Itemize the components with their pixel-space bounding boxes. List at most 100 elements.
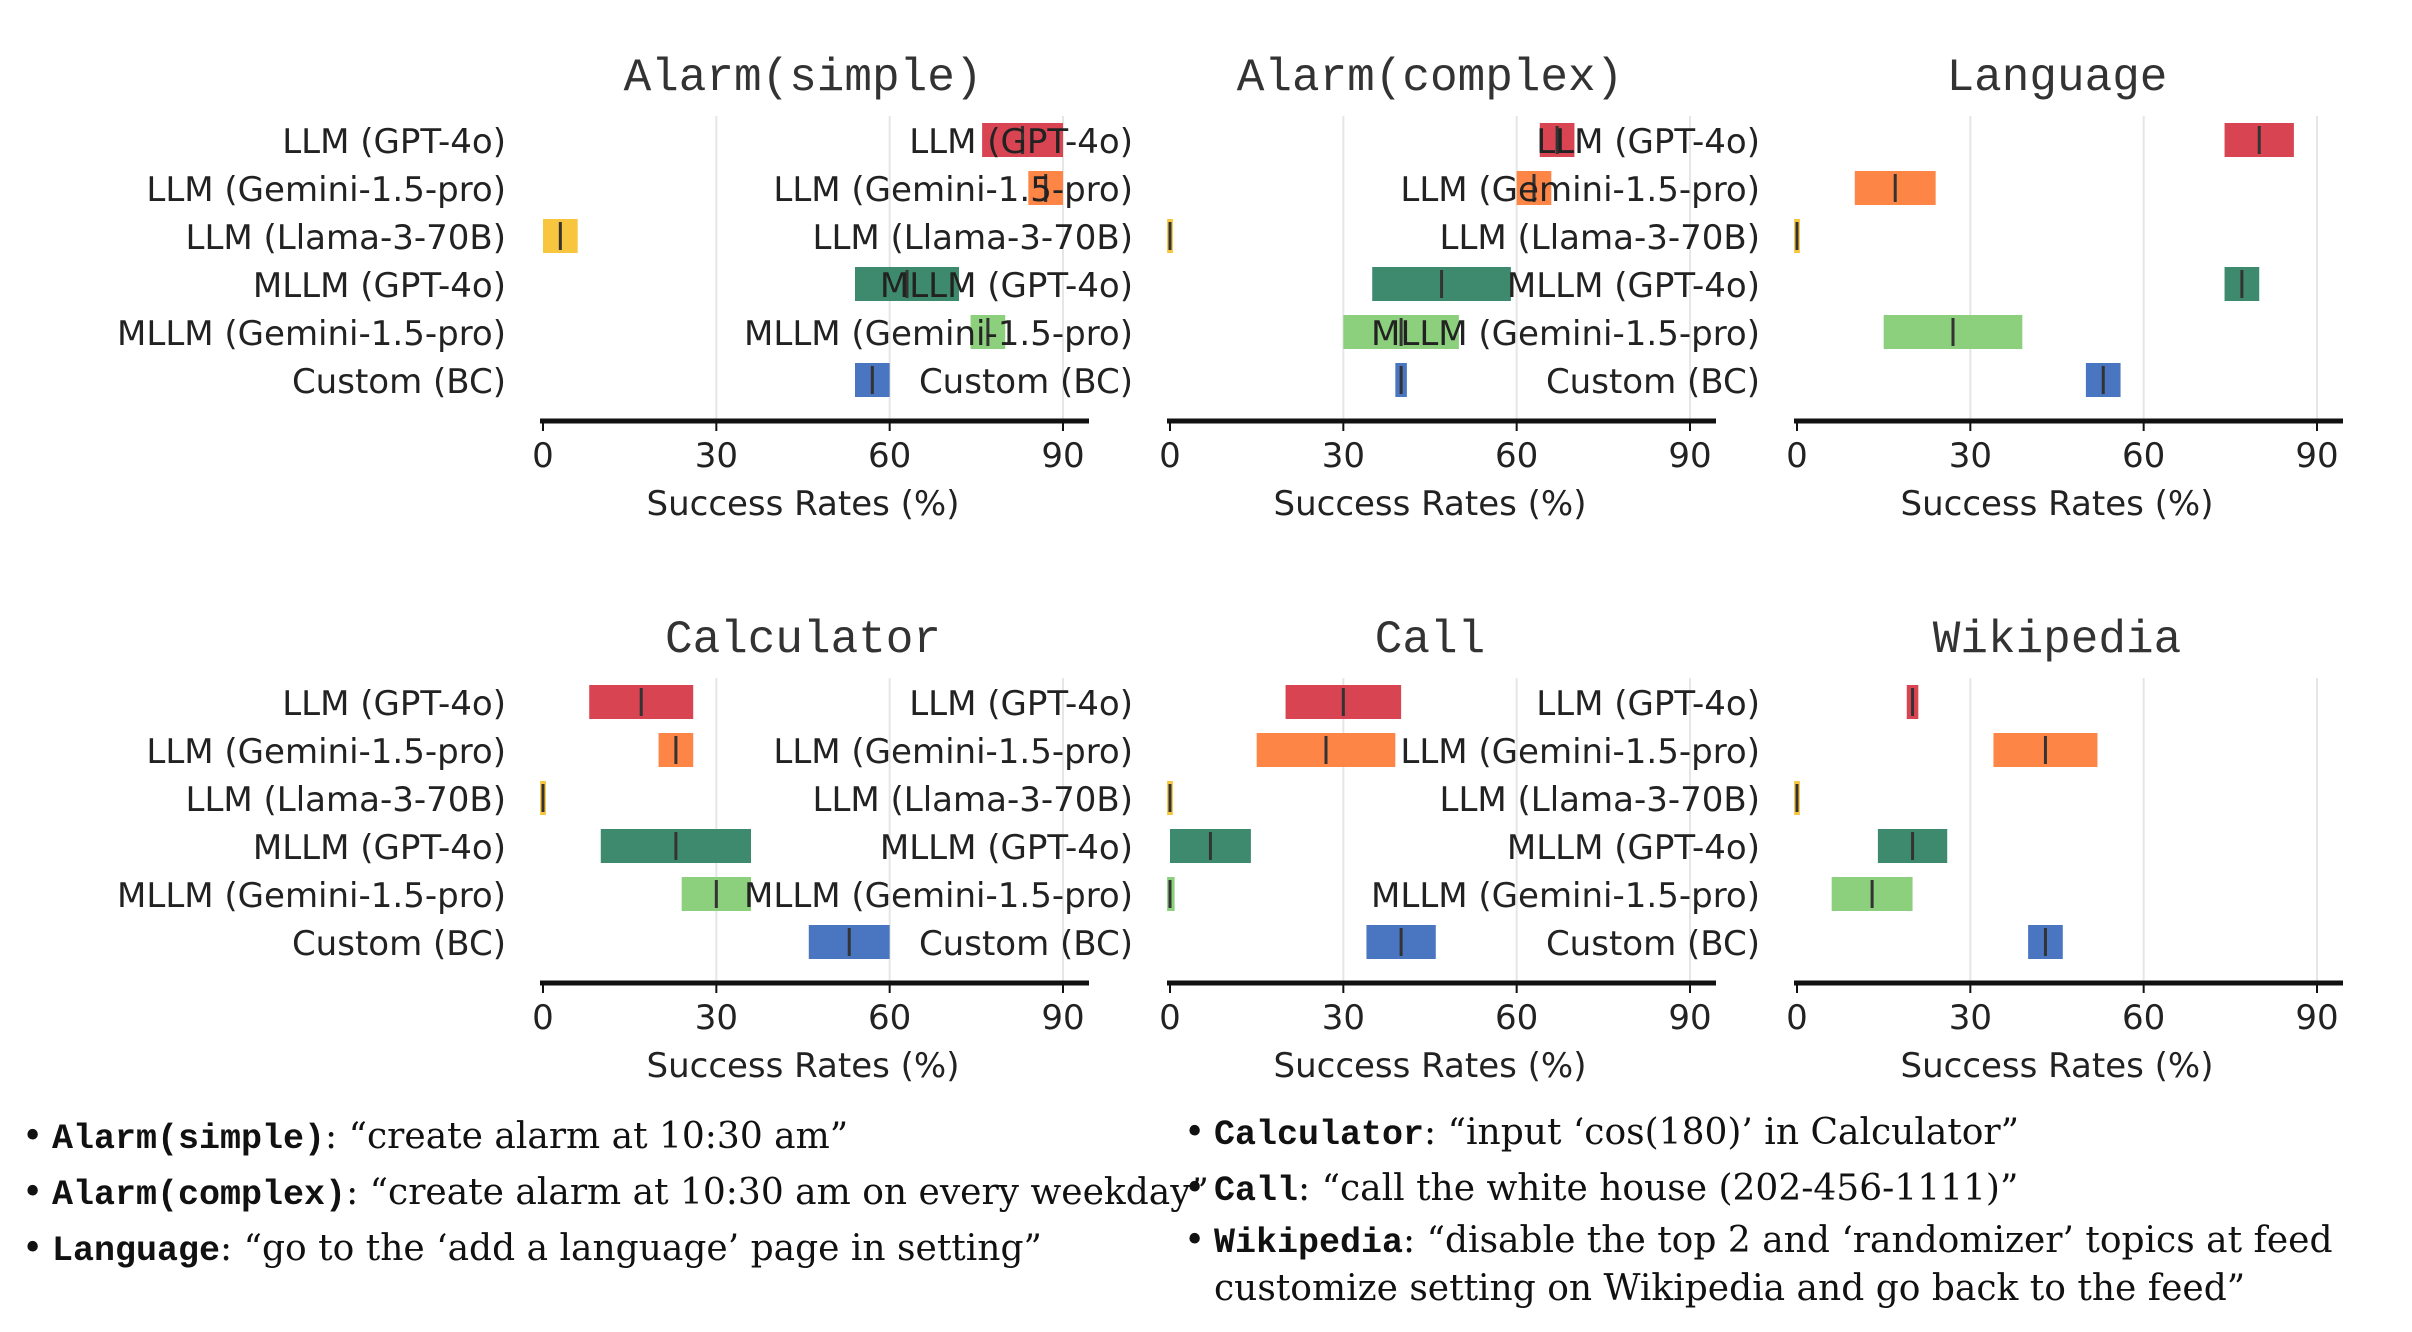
- category-label: MLLM (Gemini-1.5-pro): [744, 314, 1133, 354]
- category-label: LLM (Gemini-1.5-pro): [773, 732, 1133, 772]
- category-label: LLM (GPT-4o): [909, 122, 1133, 162]
- x-tick-label: 60: [2122, 998, 2165, 1038]
- category-label: MLLM (Gemini-1.5-pro): [117, 876, 506, 916]
- category-label: MLLM (Gemini-1.5-pro): [1371, 876, 1760, 916]
- x-tick-label: 90: [2295, 436, 2338, 476]
- task-text: : “create alarm at 10:30 am”: [325, 1116, 849, 1157]
- x-axis-label: Success Rates (%): [647, 1046, 960, 1086]
- category-label: LLM (Gemini-1.5-pro): [146, 732, 506, 772]
- task-text: : “create alarm at 10:30 am on every wee…: [346, 1172, 1209, 1213]
- x-tick-label: 90: [1668, 998, 1711, 1038]
- x-tick-label: 60: [868, 436, 911, 476]
- category-label: MLLM (GPT-4o): [1507, 266, 1760, 306]
- category-label: MLLM (Gemini-1.5-pro): [744, 876, 1133, 916]
- x-axis-label: Success Rates (%): [647, 484, 960, 524]
- x-axis-label: Success Rates (%): [1901, 1046, 2214, 1086]
- chart-panel: Calculator LLM (GPT-4o) LLM (Gemini-1.5-pr…: [117, 614, 1089, 1086]
- task-note: Calculator: “input ‘cos(180)’ in Calcula…: [1176, 1106, 2412, 1162]
- category-label: LLM (Gemini-1.5-pro): [146, 170, 506, 210]
- task-name: Alarm(complex): [52, 1175, 347, 1215]
- category-label: MLLM (GPT-4o): [880, 266, 1133, 306]
- task-note: Alarm(simple): “create alarm at 10:30 am…: [14, 1110, 1164, 1166]
- x-tick-label: 30: [695, 436, 738, 476]
- chart-panel: Alarm(simple) LLM (GPT-4o) LLM (Gemini-1.5…: [117, 52, 1089, 524]
- category-label: MLLM (Gemini-1.5-pro): [117, 314, 506, 354]
- category-label: Custom (BC): [1546, 924, 1760, 964]
- chart-title: Call: [1375, 614, 1485, 666]
- category-label: LLM (GPT-4o): [282, 684, 506, 724]
- task-text: : “disable the top 2 and ‘randomizer’ to…: [1214, 1220, 2333, 1309]
- x-tick-label: 30: [695, 998, 738, 1038]
- task-name: Language: [52, 1231, 221, 1271]
- chart-title: Alarm(complex): [1237, 52, 1623, 104]
- category-label: MLLM (GPT-4o): [1507, 828, 1760, 868]
- chart-title: Calculator: [665, 614, 941, 666]
- x-tick-label: 60: [1495, 436, 1538, 476]
- chart-title: Wikipedia: [1933, 614, 2181, 666]
- chart-title: Alarm(simple): [624, 52, 983, 104]
- x-tick-label: 0: [1159, 436, 1181, 476]
- category-label: LLM (Llama-3-70B): [186, 218, 507, 258]
- category-label: Custom (BC): [292, 924, 506, 964]
- category-label: MLLM (GPT-4o): [253, 266, 506, 306]
- category-label: LLM (Gemini-1.5-pro): [773, 170, 1133, 210]
- task-text: : “input ‘cos(180)’ in Calculator”: [1424, 1112, 2020, 1153]
- x-tick-label: 0: [1786, 436, 1808, 476]
- category-label: Custom (BC): [919, 924, 1133, 964]
- x-axis-label: Success Rates (%): [1274, 484, 1587, 524]
- category-label: MLLM (Gemini-1.5-pro): [1371, 314, 1760, 354]
- category-label: LLM (Llama-3-70B): [813, 780, 1134, 820]
- chart-panel: Call LLM (GPT-4o) LLM (Gemini-1.5-pro) LLM …: [744, 614, 1716, 1086]
- category-label: LLM (Llama-3-70B): [813, 218, 1134, 258]
- category-label: Custom (BC): [1546, 362, 1760, 402]
- chart-panel: Language LLM (GPT-4o) LLM (Gemini-1.5-pro)…: [1371, 52, 2343, 524]
- task-note: Language: “go to the ‘add a language’ pa…: [14, 1222, 1164, 1278]
- x-tick-label: 30: [1949, 998, 1992, 1038]
- category-label: LLM (Llama-3-70B): [1440, 218, 1761, 258]
- x-tick-label: 90: [1041, 436, 1084, 476]
- category-label: MLLM (GPT-4o): [880, 828, 1133, 868]
- category-label: LLM (Llama-3-70B): [1440, 780, 1761, 820]
- category-label: LLM (GPT-4o): [1536, 122, 1760, 162]
- x-axis-label: Success Rates (%): [1901, 484, 2214, 524]
- x-tick-label: 60: [868, 998, 911, 1038]
- category-label: LLM (Gemini-1.5-pro): [1400, 170, 1760, 210]
- category-label: LLM (GPT-4o): [282, 122, 506, 162]
- category-label: LLM (GPT-4o): [909, 684, 1133, 724]
- x-tick-label: 0: [532, 998, 554, 1038]
- task-name: Calculator: [1214, 1115, 1425, 1155]
- category-label: MLLM (GPT-4o): [253, 828, 506, 868]
- task-note: Alarm(complex): “create alarm at 10:30 a…: [14, 1166, 1209, 1222]
- task-name: Call: [1214, 1171, 1299, 1211]
- x-tick-label: 90: [1668, 436, 1711, 476]
- task-text: : “call the white house (202-456-1111)”: [1298, 1168, 2019, 1209]
- x-tick-label: 30: [1322, 436, 1365, 476]
- task-list-left: Alarm(simple): “create alarm at 10:30 am…: [14, 1110, 1209, 1278]
- task-name: Alarm(simple): [52, 1119, 326, 1159]
- x-axis-label: Success Rates (%): [1274, 1046, 1587, 1086]
- chart-panel: Wikipedia LLM (GPT-4o) LLM (Gemini-1.5-pro…: [1371, 614, 2343, 1086]
- success-rate-charts: Alarm(simple) LLM (GPT-4o) LLM (Gemini-1.5…: [117, 52, 2343, 1086]
- task-descriptions: Alarm(simple): “create alarm at 10:30 am…: [0, 1106, 2412, 1332]
- x-tick-label: 0: [532, 436, 554, 476]
- x-tick-label: 0: [1159, 998, 1181, 1038]
- chart-title: Language: [1947, 52, 2168, 104]
- x-tick-label: 30: [1949, 436, 1992, 476]
- task-list-right: Calculator: “input ‘cos(180)’ in Calcula…: [1176, 1106, 2412, 1312]
- x-tick-label: 90: [2295, 998, 2338, 1038]
- category-label: LLM (GPT-4o): [1536, 684, 1760, 724]
- task-note: Wikipedia: “disable the top 2 and ‘rando…: [1176, 1218, 2412, 1312]
- chart-panel: Alarm(complex) LLM (GPT-4o) LLM (Gemini-1.…: [744, 52, 1716, 524]
- x-tick-label: 0: [1786, 998, 1808, 1038]
- x-tick-label: 60: [2122, 436, 2165, 476]
- x-tick-label: 60: [1495, 998, 1538, 1038]
- category-label: LLM (Gemini-1.5-pro): [1400, 732, 1760, 772]
- x-tick-label: 90: [1041, 998, 1084, 1038]
- category-label: Custom (BC): [292, 362, 506, 402]
- task-name: Wikipedia: [1214, 1223, 1404, 1263]
- x-tick-label: 30: [1322, 998, 1365, 1038]
- task-text: : “go to the ‘add a language’ page in se…: [220, 1228, 1042, 1269]
- task-note: Call: “call the white house (202-456-111…: [1176, 1162, 2412, 1218]
- category-label: LLM (Llama-3-70B): [186, 780, 507, 820]
- category-label: Custom (BC): [919, 362, 1133, 402]
